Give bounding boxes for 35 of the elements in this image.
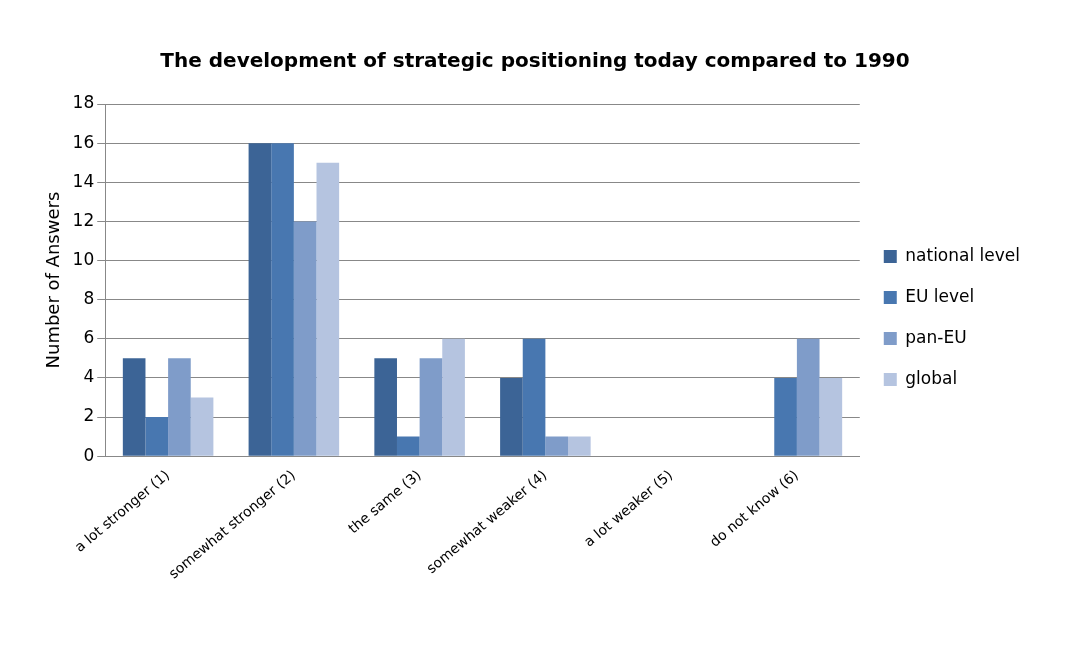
y-tick-label: 16 — [72, 131, 95, 152]
bar — [293, 221, 317, 456]
bar — [819, 377, 843, 456]
bar — [145, 417, 169, 456]
y-tick-label: 14 — [72, 170, 95, 191]
bar — [190, 397, 214, 456]
bar — [316, 162, 340, 456]
bar — [568, 436, 591, 456]
y-tick-label: 8 — [83, 288, 95, 309]
legend-label: pan-EU — [905, 326, 967, 347]
bar — [168, 358, 191, 456]
bar — [522, 338, 546, 456]
bar — [500, 377, 523, 456]
y-tick-label: 6 — [83, 327, 95, 348]
bar — [248, 143, 272, 456]
legend-label: national level — [905, 244, 1021, 265]
bar — [396, 436, 420, 456]
bar — [796, 338, 820, 456]
y-tick-label: 0 — [83, 444, 95, 465]
y-axis-title: Number of Answers — [42, 191, 64, 369]
bar — [442, 338, 465, 456]
bar — [374, 358, 397, 456]
legend-label: global — [905, 367, 958, 388]
bar — [122, 358, 146, 456]
bar — [774, 377, 797, 456]
bar — [545, 436, 569, 456]
chart-title: The development of strategic positioning today compared to 1990 — [160, 48, 910, 73]
y-tick-label: 12 — [72, 209, 95, 230]
y-tick-label: 18 — [72, 92, 95, 113]
bar — [419, 358, 443, 456]
legend-label: EU level — [905, 285, 975, 306]
y-tick-label: 2 — [83, 405, 95, 426]
y-tick-label: 4 — [83, 366, 95, 387]
y-tick-label: 10 — [72, 248, 95, 269]
bar — [271, 143, 294, 456]
